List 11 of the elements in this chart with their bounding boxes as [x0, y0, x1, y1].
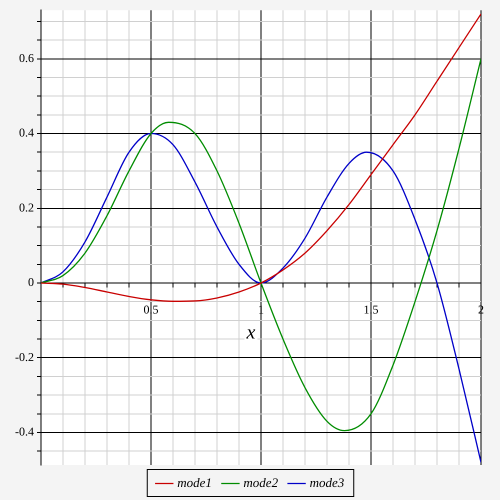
y-tick-label: 0.6: [18, 50, 34, 65]
y-tick-label: -0.2: [14, 350, 34, 364]
y-tick-label: -0.4: [14, 424, 34, 439]
line-series: [40, 13, 481, 302]
legend-label: mode1: [177, 474, 212, 490]
y-tick-label: 0.2: [18, 200, 34, 214]
y-tick-label: 0.4: [18, 126, 34, 140]
legend-label: mode2: [243, 474, 279, 490]
y-tick-label: 0: [28, 275, 34, 290]
x-axis-title: x: [246, 321, 256, 344]
legend-label: mode3: [310, 474, 345, 490]
